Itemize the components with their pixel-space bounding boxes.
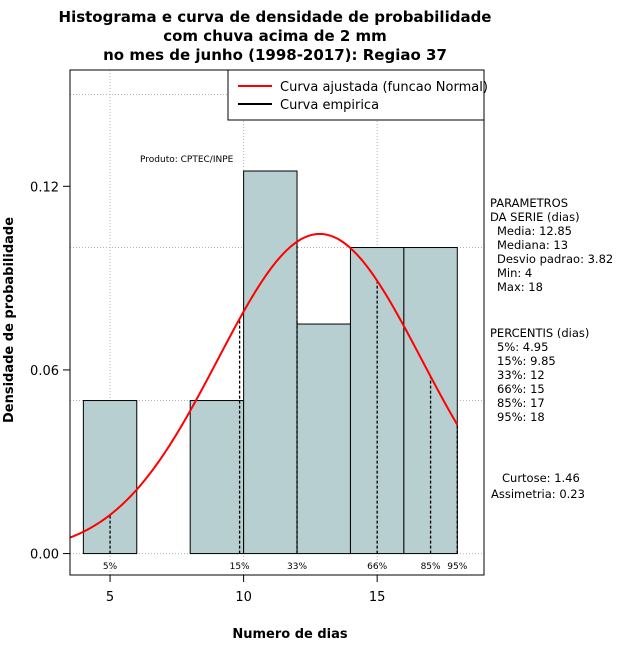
percentil-95: 95%: 18	[497, 410, 545, 424]
x-tick-label: 10	[235, 590, 252, 605]
percentis-header: PERCENTIS (dias)	[490, 326, 589, 340]
percentile-markers: 5% 15% 33% 66% 85% 95%	[103, 241, 468, 572]
y-tick-label: 0.00	[30, 548, 59, 563]
histogram-bar	[189, 400, 245, 555]
y-tick-label: 0.12	[30, 180, 59, 195]
x-tick-label: 5	[106, 590, 114, 605]
params-header-line-1: PARAMETROS	[490, 196, 568, 210]
percentil-66: 66%: 15	[497, 382, 545, 396]
histogram-bar	[243, 170, 298, 555]
legend-box	[227, 69, 485, 121]
y-axis-label: Densidade de probabilidade	[2, 217, 17, 423]
param-min: Min: 4	[497, 266, 532, 280]
percentil-33: 33%: 12	[497, 368, 545, 382]
x-axis-label: Numero de dias	[232, 627, 348, 642]
param-desvio: Desvio padrao: 3.82	[497, 252, 613, 266]
percentil-15: 15%: 9.85	[497, 354, 556, 368]
percentile-label: 33%	[287, 562, 307, 572]
histogram-bar	[296, 323, 351, 555]
fitted-curve-layer	[69, 232, 459, 539]
param-max: Max: 18	[497, 280, 543, 294]
parameters-panel: PARAMETROS DA SERIE (dias) Media: 12.85 …	[490, 196, 613, 294]
percentil-85: 85%: 17	[497, 396, 545, 410]
percentile-label: 5%	[103, 562, 118, 572]
chart-title-line-2: com chuva acima de 2 mm	[163, 27, 387, 45]
fitted-curve	[69, 232, 459, 539]
legend-empirical-label: Curva empirica	[280, 98, 379, 113]
percentile-label: 95%	[447, 562, 467, 572]
percentile-label: 66%	[367, 562, 387, 572]
legend-fitted-label: Curva ajustada (funcao Normal)	[280, 80, 488, 95]
legend: Curva ajustada (funcao Normal) Curva emp…	[227, 69, 488, 121]
x-tick-label: 15	[369, 590, 386, 605]
y-tick-label: 0.06	[30, 364, 59, 379]
percentil-5: 5%: 4.95	[497, 340, 548, 354]
param-media: Media: 12.85	[497, 224, 572, 238]
chart-title-line-1: Histograma e curva de densidade de proba…	[59, 8, 492, 26]
assimetria-value: Assimetria: 0.23	[491, 487, 585, 501]
curtose-value: Curtose: 1.46	[502, 471, 580, 485]
params-header-line-2: DA SERIE (dias)	[490, 210, 580, 224]
product-label: Produto: CPTEC/INPE	[140, 155, 234, 165]
axes: 5 10 15 0.00 0.06 0.12	[30, 180, 385, 605]
chart-title-line-3: no mes de junho (1998-2017): Regiao 37	[103, 46, 447, 64]
histogram-bars	[82, 170, 458, 555]
chart-title: Histograma e curva de densidade de proba…	[59, 8, 492, 64]
param-mediana: Mediana: 13	[497, 238, 568, 252]
percentile-label: 15%	[230, 562, 250, 572]
percentis-panel: PERCENTIS (dias) 5%: 4.95 15%: 9.85 33%:…	[490, 326, 589, 424]
percentile-label: 85%	[421, 562, 441, 572]
